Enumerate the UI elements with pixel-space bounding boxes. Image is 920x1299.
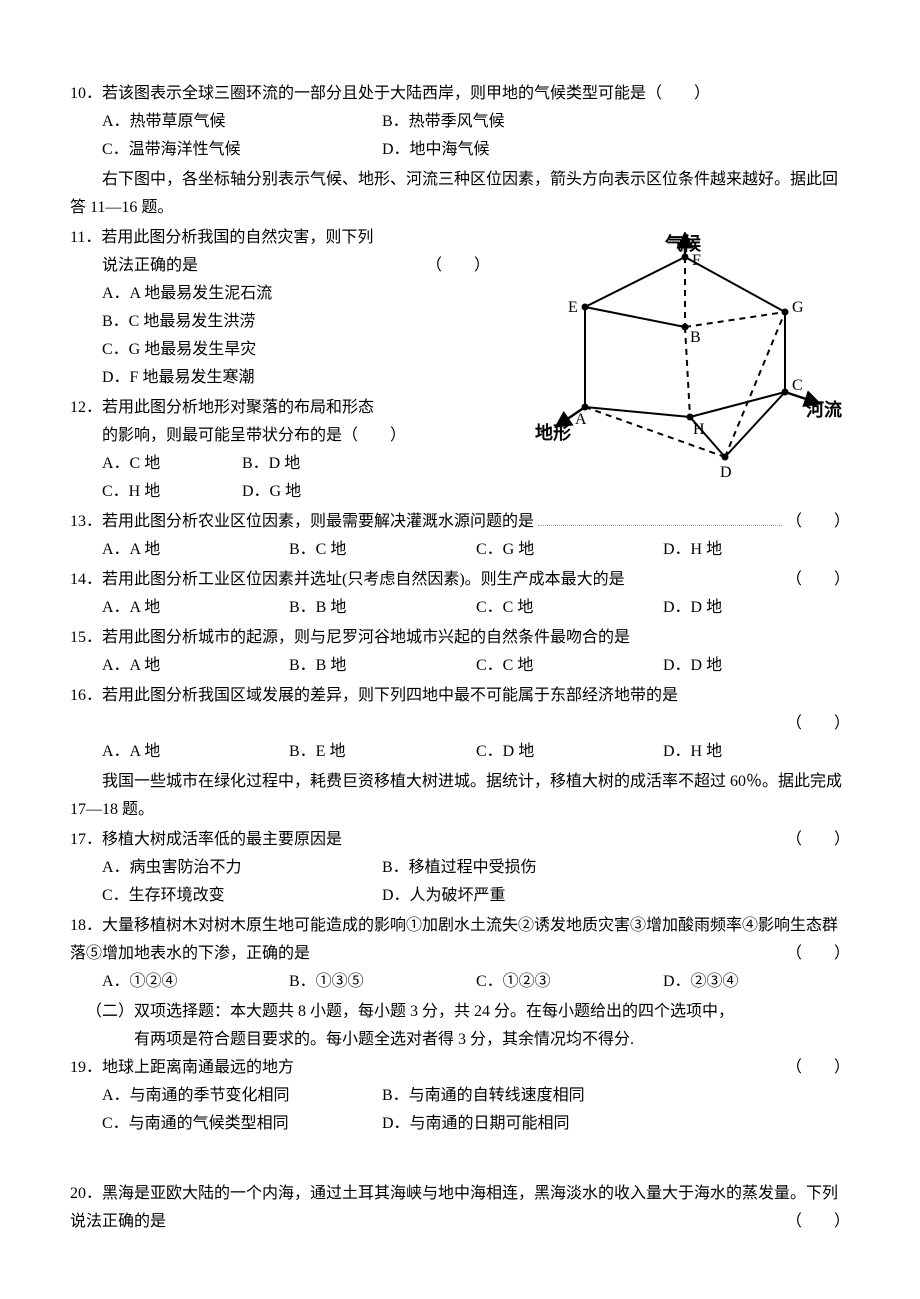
question-19: 19．地球上距离南通最远的地方 （ ） A．与南通的季节变化相同 B．与南通的自…	[70, 1054, 850, 1138]
q16-option-c: C．D 地	[476, 738, 663, 766]
q18-option-c: C．①②③	[476, 968, 663, 996]
q10-option-d: D．地中海气候	[382, 136, 490, 164]
q12-option-c: C．H 地	[102, 478, 242, 506]
q16-stem: 16．若用此图分析我国区域发展的差异，则下列四地中最不可能属于东部经济地带的是	[70, 682, 850, 710]
q18-stem: 18．大量移植树木对树木原生地可能造成的影响①加剧水土流失②诱发地质灾害③增加酸…	[70, 917, 838, 962]
q19-option-a: A．与南通的季节变化相同	[102, 1082, 382, 1110]
q14-paren: （ ）	[786, 566, 850, 594]
q16-paren: （ ）	[70, 710, 850, 738]
q19-paren: （ ）	[786, 1054, 850, 1082]
q13-option-b: B．C 地	[289, 536, 476, 564]
question-15: 15．若用此图分析城市的起源，则与尼罗河谷地城市兴起的自然条件最吻合的是 A．A…	[70, 624, 850, 680]
q20-stem: 20．黑海是亚欧大陆的一个内海，通过土耳其海峡与地中海相连，黑海淡水的收入量大于…	[70, 1185, 838, 1230]
question-12: 12．若用此图分析地形对聚落的布局和形态 的影响，则最可能呈带状分布的是（ ） …	[70, 394, 490, 506]
question-10: 10．若该图表示全球三圈环流的一部分且处于大陆西岸，则甲地的气候类型可能是（ ）…	[70, 80, 850, 164]
q17-paren: （ ）	[786, 826, 850, 854]
q13-option-c: C．G 地	[476, 536, 663, 564]
q12-option-d: D．G 地	[242, 478, 301, 506]
q15-option-a: A．A 地	[102, 652, 289, 680]
vertex-a: A	[575, 411, 587, 428]
q10-options-row1: A．热带草原气候 B．热带季风气候	[70, 108, 850, 136]
q16-option-d: D．H 地	[663, 738, 850, 766]
question-11: 11．若用此图分析我国的自然灾害，则下列 说法正确的是 （ ） A．A 地最易发…	[70, 224, 490, 392]
axis-climate-label: 气候	[664, 233, 702, 254]
q11-option-d: D．F 地最易发生寒潮	[102, 364, 254, 392]
q14-option-b: B．B 地	[289, 594, 476, 622]
q13-option-a: A．A 地	[102, 536, 289, 564]
q18-option-d: D．②③④	[663, 968, 850, 996]
section2-line2: 有两项是符合题目要求的。每小题全选对者得 3 分，其余情况均不得分.	[86, 1026, 850, 1054]
q10-option-a: A．热带草原气候	[102, 108, 382, 136]
q17-stem: 17．移植大树成活率低的最主要原因是	[70, 826, 342, 854]
q14-option-c: C．C 地	[476, 594, 663, 622]
q11-option-b: B．C 地最易发生洪涝	[102, 308, 255, 336]
q14-option-a: A．A 地	[102, 594, 289, 622]
q15-option-c: C．C 地	[476, 652, 663, 680]
q14-stem: 14．若用此图分析工业区位因素并选址(只考虑自然因素)。则生产成本最大的是	[70, 566, 625, 594]
q19-option-b: B．与南通的自转线速度相同	[382, 1082, 585, 1110]
q17-option-a: A．病虫害防治不力	[102, 854, 382, 882]
q16-option-b: B．E 地	[289, 738, 476, 766]
q17-option-c: C．生存环境改变	[102, 882, 382, 910]
q10-stem: 10．若该图表示全球三圈环流的一部分且处于大陆西岸，则甲地的气候类型可能是（ ）	[70, 80, 850, 108]
question-16: 16．若用此图分析我国区域发展的差异，则下列四地中最不可能属于东部经济地带的是 …	[70, 682, 850, 766]
intro-11-16: 右下图中，各坐标轴分别表示气候、地形、河流三种区位因素，箭头方向表示区位条件越来…	[70, 166, 850, 222]
vertex-b: B	[690, 329, 701, 346]
question-14: 14．若用此图分析工业区位因素并选址(只考虑自然因素)。则生产成本最大的是 （ …	[70, 566, 850, 622]
q14-option-d: D．D 地	[663, 594, 850, 622]
section2-line1: （二）双项选择题：本大题共 8 小题，每小题 3 分，共 24 分。在每小题给出…	[86, 998, 850, 1026]
vertex-e: E	[568, 299, 578, 316]
q12-option-b: B．D 地	[242, 450, 300, 478]
q11-stem-line2: 说法正确的是	[102, 252, 198, 280]
q19-stem: 19．地球上距离南通最远的地方	[70, 1054, 294, 1082]
q19-option-c: C．与南通的气候类型相同	[102, 1110, 382, 1138]
vertex-h: H	[693, 421, 705, 438]
q13-option-d: D．H 地	[663, 536, 850, 564]
vertex-f: F	[692, 252, 701, 269]
vertex-g: G	[792, 299, 804, 316]
q15-option-d: D．D 地	[663, 652, 850, 680]
question-18: 18．大量移植树木对树木原生地可能造成的影响①加剧水土流失②诱发地质灾害③增加酸…	[70, 912, 850, 996]
axis-terrain-label: 地形	[535, 422, 571, 443]
q12-option-a: A．C 地	[102, 450, 242, 478]
axis-river-label: 河流	[806, 399, 842, 420]
q15-option-b: B．B 地	[289, 652, 476, 680]
intro-17-18: 我国一些城市在绿化过程中，耗费巨资移植大树进城。据统计，移植大树的成活率不超过 …	[70, 768, 850, 824]
q11-option-c: C．G 地最易发生旱灾	[102, 336, 256, 364]
q10-options-row2: C．温带海洋性气候 D．地中海气候	[70, 136, 850, 164]
q12-stem-line1: 12．若用此图分析地形对聚落的布局和形态	[70, 394, 490, 422]
question-13: 13．若用此图分析农业区位因素，则最需要解决灌溉水源问题的是 （ ） A．A 地…	[70, 508, 850, 564]
q12-stem-line2: 的影响，则最可能呈带状分布的是（ ）	[70, 422, 490, 450]
q13-stem: 13．若用此图分析农业区位因素，则最需要解决灌溉水源问题的是	[70, 508, 534, 536]
section-2-header: （二）双项选择题：本大题共 8 小题，每小题 3 分，共 24 分。在每小题给出…	[70, 998, 850, 1054]
q15-stem: 15．若用此图分析城市的起源，则与尼罗河谷地城市兴起的自然条件最吻合的是	[70, 624, 850, 652]
q13-paren: （ ）	[786, 508, 850, 536]
q16-option-a: A．A 地	[102, 738, 289, 766]
q18-option-b: B．①③⑤	[289, 968, 476, 996]
q17-option-d: D．人为破坏严重	[382, 882, 506, 910]
question-20: 20．黑海是亚欧大陆的一个内海，通过土耳其海峡与地中海相连，黑海淡水的收入量大于…	[70, 1180, 850, 1236]
q18-option-a: A．①②④	[102, 968, 289, 996]
vertex-c: C	[792, 377, 803, 394]
q11-stem-line1: 11．若用此图分析我国的自然灾害，则下列	[70, 224, 490, 252]
q17-option-b: B．移植过程中受损伤	[382, 854, 537, 882]
q13-dotted-leader	[538, 508, 782, 526]
cube-diagram: 气候 地形 河流 A B C D E F G H	[530, 232, 850, 487]
q18-paren: （ ）	[786, 940, 850, 968]
q20-paren: （ ）	[786, 1208, 850, 1236]
q10-option-c: C．温带海洋性气候	[102, 136, 382, 164]
q19-option-d: D．与南通的日期可能相同	[382, 1110, 570, 1138]
vertex-d: D	[720, 464, 732, 481]
q11-paren: （ ）	[426, 252, 490, 280]
q10-option-b: B．热带季风气候	[382, 108, 505, 136]
q11-option-a: A．A 地最易发生泥石流	[102, 280, 272, 308]
question-17: 17．移植大树成活率低的最主要原因是 （ ） A．病虫害防治不力 B．移植过程中…	[70, 826, 850, 910]
